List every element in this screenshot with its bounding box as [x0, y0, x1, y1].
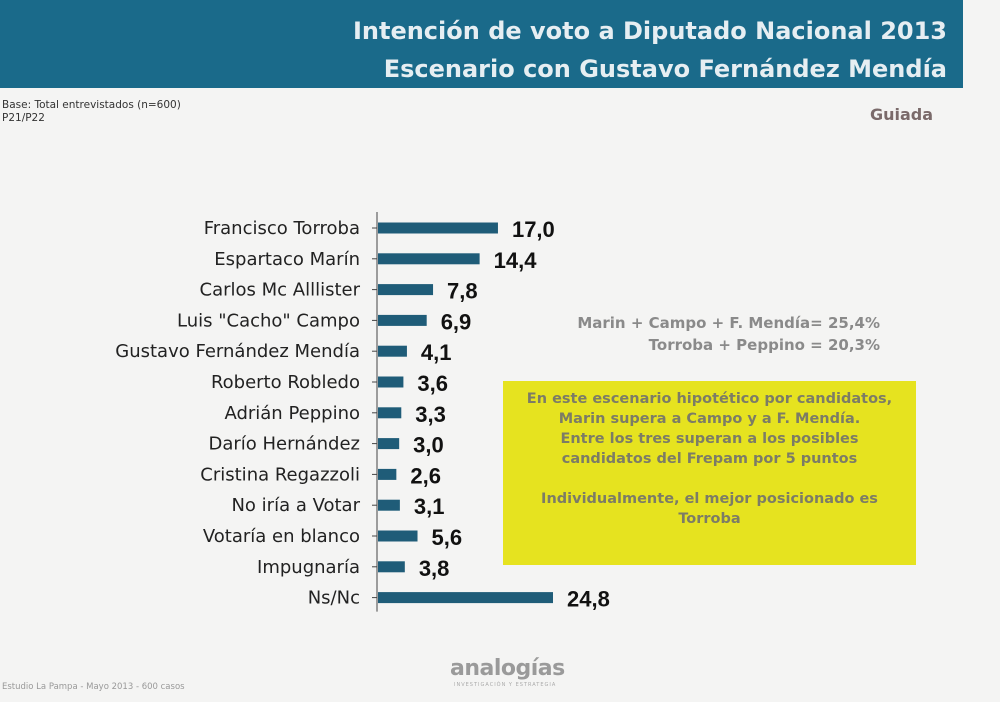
- bar-chart: Francisco Torroba 17,0 Espartaco Marín 14,4…: [115, 212, 610, 612]
- data-label: 3,3: [415, 402, 446, 427]
- category-label: Gustavo Fernández Mendía: [115, 341, 360, 362]
- bar: [378, 530, 418, 542]
- bar: [378, 592, 553, 604]
- data-label: 17,0: [512, 217, 555, 242]
- data-label: 3,6: [417, 371, 448, 396]
- sum-note-2: Torroba + Peppino = 20,3%: [648, 336, 880, 354]
- bar: [378, 407, 402, 419]
- base-note: Base: Total entrevistados (n=600): [2, 99, 181, 111]
- category-label: No iría a Votar: [231, 495, 360, 516]
- data-label: 3,8: [419, 556, 450, 581]
- insight-callout: En este escenario hipotético por candida…: [503, 381, 916, 565]
- category-label: Francisco Torroba: [204, 218, 360, 239]
- chart-title: Intención de voto a Diputado Nacional 20…: [352, 17, 947, 45]
- bar: [378, 284, 434, 296]
- data-label: 24,8: [567, 587, 610, 612]
- question-type-tag: Guiada: [870, 105, 934, 124]
- bar: [378, 468, 397, 480]
- bar: [378, 499, 400, 511]
- bar: [378, 438, 400, 450]
- category-label: Espartaco Marín: [214, 249, 360, 270]
- title-banner: Intención de voto a Diputado Nacional 20…: [0, 0, 963, 88]
- category-label: Darío Hernández: [208, 434, 360, 455]
- category-label: Carlos Mc Alllister: [200, 280, 361, 301]
- category-label: Luis "Cacho" Campo: [177, 310, 360, 331]
- callout-text-2: Entre los tres superan a los posibles ca…: [560, 431, 859, 467]
- category-label: Cristina Regazzoli: [200, 464, 360, 485]
- callout-text-3: Individualmente, el mejor posicionado es…: [541, 491, 878, 527]
- footer-note: Estudio La Pampa - Mayo 2013 - 600 casos: [2, 682, 185, 692]
- bar: [378, 561, 405, 573]
- bar: [378, 222, 498, 234]
- data-label: 3,0: [413, 433, 444, 458]
- data-label: 2,6: [410, 463, 441, 488]
- data-label: 4,1: [421, 340, 452, 365]
- sum-note-1: Marin + Campo + F. Mendía= 25,4%: [577, 314, 880, 332]
- data-label: 5,6: [432, 525, 463, 550]
- category-label: Roberto Robledo: [211, 372, 360, 393]
- data-label: 3,1: [414, 494, 445, 519]
- category-label: Ns/Nc: [308, 588, 360, 609]
- category-label: Votaría en blanco: [203, 526, 360, 547]
- question-ref: P21/P22: [2, 112, 45, 124]
- data-label: 6,9: [441, 309, 472, 334]
- brand-tagline: INVESTIGACIÓN Y ESTRATEGIA: [454, 682, 557, 688]
- brand-logo: analogías: [450, 656, 565, 681]
- category-label: Impugnaría: [257, 557, 360, 578]
- bar: [378, 345, 407, 357]
- data-label: 7,8: [447, 279, 478, 304]
- chart-subtitle: Escenario con Gustavo Fernández Mendía: [383, 55, 947, 83]
- bar: [378, 376, 404, 388]
- callout-text-1: En este escenario hipotético por candida…: [526, 391, 893, 427]
- category-label: Adrián Peppino: [224, 403, 360, 424]
- bar: [378, 253, 480, 265]
- data-label: 14,4: [494, 248, 538, 273]
- bar: [378, 314, 427, 326]
